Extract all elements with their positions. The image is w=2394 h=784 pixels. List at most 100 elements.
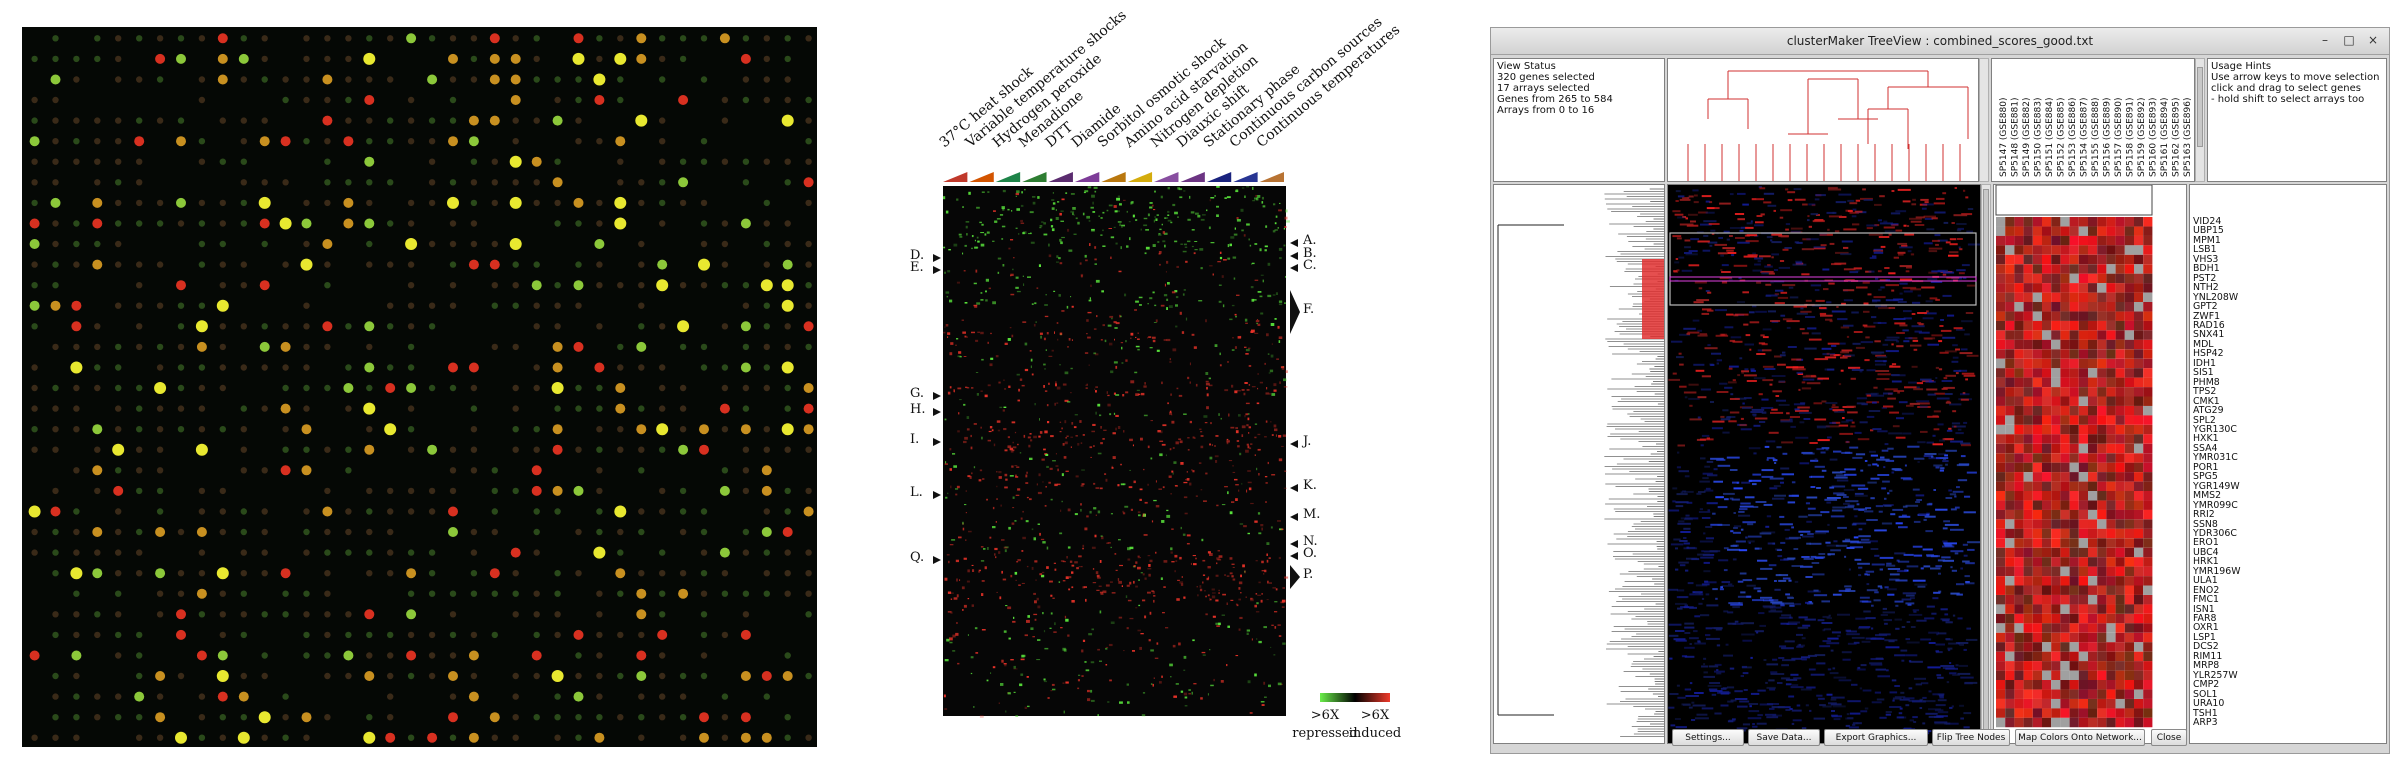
zoom-cell [2051,330,2061,340]
microarray-spot [387,179,394,186]
microarray-spot [115,220,122,227]
heatmap-cell [1176,265,1179,268]
microarray-spot [593,73,606,86]
microarray-spot [659,652,666,659]
heatmap-cell [1089,510,1092,514]
heatmap-cell [1942,545,1955,548]
array-tree-scrollbar[interactable] [1979,58,1989,182]
close-window-button[interactable]: × [2367,33,2379,47]
heatmap-cell [1915,400,1930,403]
heatmap-cell [1813,246,1826,249]
heatmap-cell [1753,424,1761,427]
microarray-spot [803,424,814,435]
heatmap-cell [1701,597,1705,600]
heatmap-cell [1010,273,1014,276]
minimize-button[interactable]: – [2322,33,2328,47]
microarray-spot [364,671,375,681]
array-tree-panel[interactable] [1667,58,1979,182]
heatmap-cell [1012,446,1017,449]
heatmap-cell [1851,421,1855,424]
heatmap-cell [1071,339,1073,341]
heatmap-cell [1086,383,1088,386]
heatmap-cell [1138,604,1141,607]
heatmap-cell [1705,593,1710,596]
heatmap-cell [1013,665,1016,669]
zoom-cell [2051,235,2061,246]
heatmap-cell [1933,410,1941,413]
heatmap-cell [1846,405,1856,408]
heatmap-cell [950,485,952,489]
maximize-button[interactable]: □ [2343,33,2355,47]
heatmap-cell [1194,241,1198,242]
heatmap-cell [1070,296,1072,298]
microarray-spot [763,549,770,556]
heatmap-cell [1944,523,1959,526]
zoom-cell [2078,330,2088,340]
heatmap-cell [1187,376,1190,380]
microarray-spot [282,179,289,186]
heatmap-cell [1119,701,1123,704]
heatmap-cell [1262,205,1266,208]
heatmap-cell [1061,198,1065,201]
heatmap-cell [1958,369,1968,372]
microarray-spot [700,199,708,207]
heatmap-cell [1265,420,1268,423]
heatmap-cell [1205,595,1207,598]
microarray-spot [659,693,666,700]
microarray-spot [156,734,164,741]
heatmap-cell [1239,616,1243,619]
heatmap-cell [971,235,974,238]
heatmap-cell [1237,336,1242,339]
heatmap-cell [1889,691,1898,694]
zoom-cell [2088,311,2098,321]
heatmap-cell [1956,464,1969,467]
zoom-cell [2005,264,2015,274]
heatmap-cell [1004,342,1008,345]
heatmap-cell [1874,250,1882,253]
microarray-spot [240,158,247,165]
heatmap-cell [1043,337,1046,341]
selected-subtree [1642,259,1664,339]
zoom-cell [2115,292,2125,303]
array-names-scrollbar[interactable] [2195,58,2205,182]
microarray-spot [470,158,478,165]
heatmap-cell [1016,290,1021,293]
heatmap-cell [1016,208,1020,211]
zoom-cell [2051,339,2061,350]
global-heatmap-panel[interactable] [1667,184,1981,744]
heatmap-cell [1688,213,1698,216]
heatmap-cell [1284,216,1288,220]
microarray-spot [636,650,647,661]
zoom-cell [2078,320,2088,331]
heatmap-cell [1885,713,1891,716]
gene-tree-panel[interactable] [1493,184,1665,744]
heatmap-cell [1769,383,1773,386]
heatmap-cell [1876,458,1890,461]
heatmap-cell [1241,434,1244,437]
microarray-spot [175,731,187,744]
heatmap-cell [1730,603,1743,606]
zoom-heatmap-panel[interactable] [1993,184,2187,744]
array-name: SP5158 (GSE891) [2126,98,2136,177]
microarray-spot [407,549,415,556]
global-heatmap-vscroll[interactable] [1981,184,1991,740]
zoom-cell [2060,349,2070,359]
heatmap-cell [1154,190,1156,193]
heatmap-cell [1716,362,1719,365]
zoom-cell [2143,377,2153,388]
heatmap-cell [1678,596,1689,599]
heatmap-cell [1162,486,1165,489]
heatmap-cell [1037,639,1041,641]
heatmap-cell [1946,276,1960,279]
microarray-spot [448,712,458,723]
heatmap-cell [1075,475,1079,478]
microarray-spot [761,485,772,496]
zoom-cell [2134,368,2144,378]
heatmap-cell [1887,568,1901,570]
zoom-cell [2143,349,2153,359]
heatmap-cell [1817,619,1825,622]
heatmap-cell [1935,643,1945,646]
heatmap-cell [1898,401,1908,404]
heatmap-cell [970,672,973,675]
microarray-spot [136,35,143,42]
